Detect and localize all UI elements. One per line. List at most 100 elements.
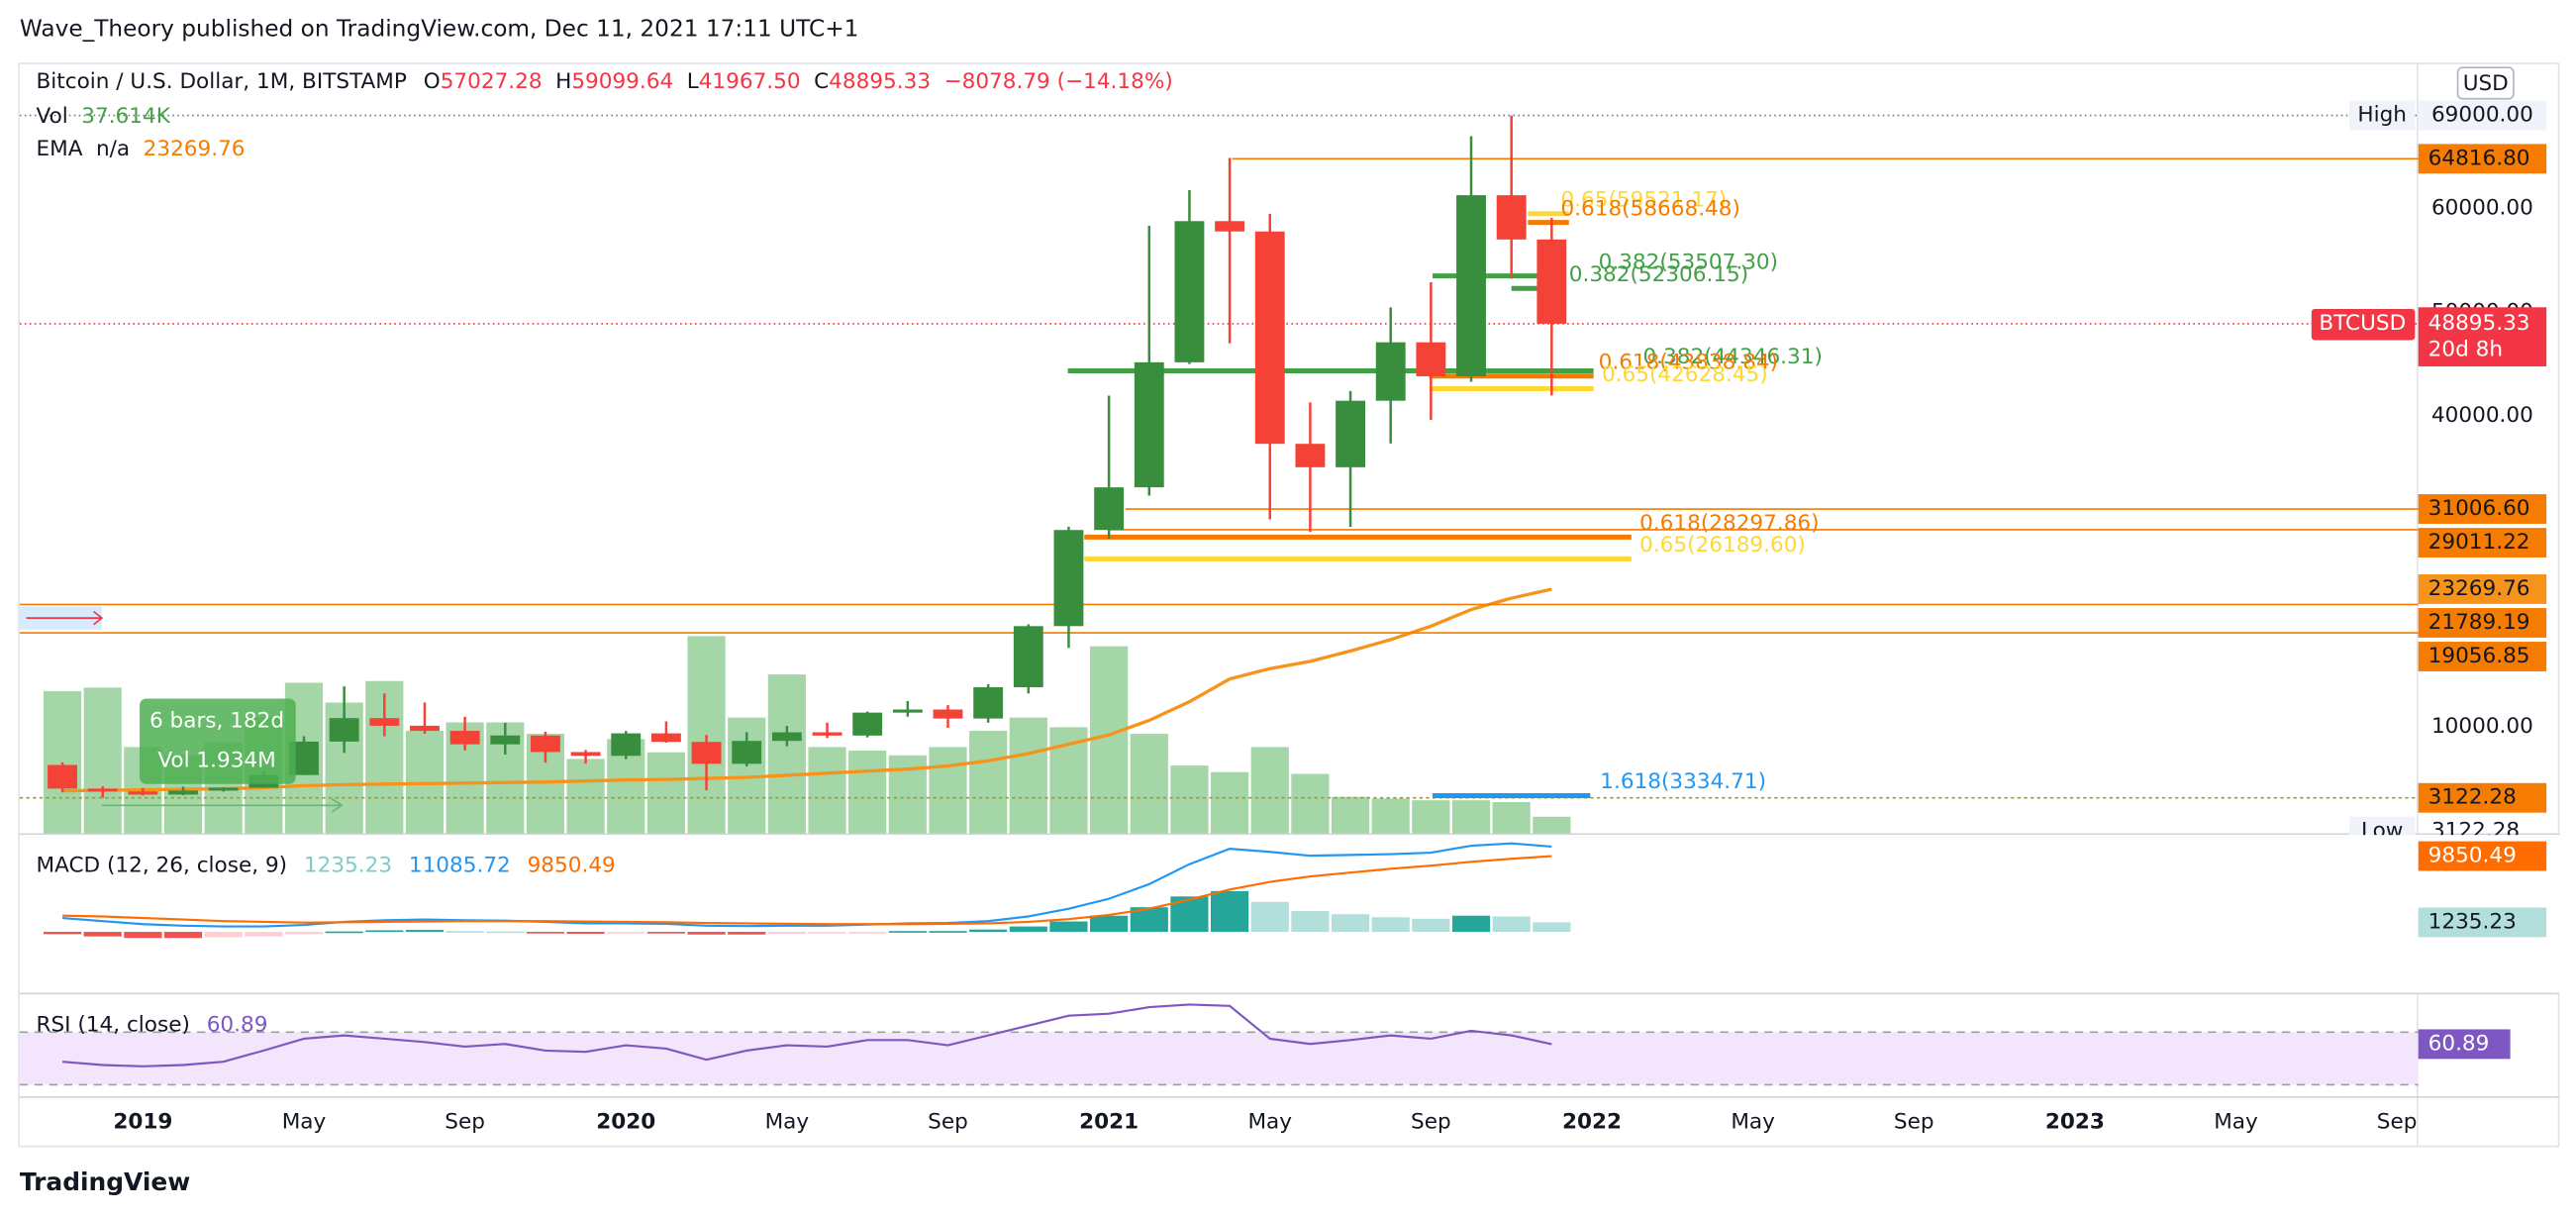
level-label: 31006.60 [2428, 496, 2530, 521]
legend-ema: EMA n/a 23269.76 [37, 137, 246, 161]
measure-arrow [101, 797, 344, 813]
volume-name: Vol [37, 104, 68, 129]
macd-histogram [1371, 917, 1410, 933]
macd-histogram [405, 930, 445, 933]
macd-histogram [1451, 915, 1491, 933]
volume-bar [848, 750, 887, 834]
level-label: 19056.85 [2428, 644, 2530, 668]
candle-body [1416, 342, 1446, 376]
axis-label-bg [2418, 144, 2547, 174]
macd-histogram [1211, 890, 1249, 933]
macd-histogram [446, 931, 484, 933]
candle-body [530, 735, 560, 753]
macd-histogram [83, 932, 122, 937]
y-tick-label: 40000.00 [2431, 403, 2533, 428]
x-tick-label: Sep [1411, 1110, 1451, 1135]
axis-label-bg [2418, 642, 2547, 671]
axis-label-bg [2418, 608, 2547, 638]
macd-histogram [969, 929, 1008, 933]
symbol-title: Bitcoin / U.S. Dollar, 1M, BITSTAMP [37, 69, 407, 94]
candle-body [570, 752, 601, 757]
macd-histogram [43, 932, 82, 935]
volume-bar [767, 674, 806, 834]
x-tick-label: Sep [928, 1110, 968, 1135]
x-tick-label: May [2214, 1110, 2258, 1135]
symbol-tag-text: BTCUSD [2319, 311, 2406, 336]
macd-histogram [1412, 918, 1450, 933]
publisher: Wave_Theory published on TradingView.com… [20, 16, 859, 43]
rsi-line [61, 1003, 1552, 1067]
macd-hist-value: 1235.23 [304, 854, 392, 878]
logo: TradingView [20, 1167, 190, 1196]
y-tick-label: 60000.00 [2431, 196, 2533, 221]
macd-signal-value: 9850.49 [528, 854, 616, 878]
fib-label: 0.65(42628.45) [1602, 362, 1768, 387]
rsi-value: 60.89 [207, 1013, 268, 1038]
candle-body [128, 791, 158, 795]
legend-macd: MACD (12, 26, close, 9) 1235.23 11085.72… [37, 854, 616, 878]
change: −8078.79 (−14.18%) [944, 69, 1173, 94]
x-tick-label: Sep [1894, 1110, 1934, 1135]
volume-bar [1009, 717, 1047, 834]
ohlc-value: 59099.64 [571, 69, 673, 94]
candle-body [771, 732, 802, 742]
x-tick-label: May [765, 1110, 810, 1135]
macd-histogram [163, 932, 203, 939]
macd-histogram [365, 930, 404, 933]
volume-value: 37.614K [81, 104, 170, 129]
ohlc-value: 57027.28 [441, 69, 543, 94]
high-label: 69000.00 [2431, 103, 2533, 128]
volume-bar [1090, 646, 1129, 834]
macd-value: 11085.72 [409, 854, 511, 878]
ohlc-prefix: L [687, 69, 699, 94]
candle-body [1215, 221, 1245, 232]
ohlc-value: 48895.33 [829, 69, 931, 94]
chart-frame [18, 62, 2560, 1148]
arrow [26, 610, 104, 626]
ohlc-prefix: H [555, 69, 571, 94]
macd-histogram [1533, 922, 1571, 933]
ohlc-value: 41967.50 [699, 69, 801, 94]
candle-body [1456, 195, 1486, 376]
fib-label: 0.618(28297.86) [1639, 511, 1819, 536]
level-label: 21789.19 [2428, 610, 2530, 635]
macd-histogram [1090, 915, 1129, 933]
volume-bar [929, 747, 967, 834]
candle-body [410, 725, 440, 732]
candle-body [168, 790, 198, 795]
volume-bar [1291, 773, 1330, 834]
volume-bar [1492, 801, 1531, 834]
x-tick-label: 2019 [113, 1110, 172, 1135]
hist-label: 1235.23 [2428, 909, 2517, 934]
currency-button[interactable] [2456, 66, 2515, 100]
time-axis: 2019 May Sep 2020 May Sep 2021 May Sep 2022 May Sep… [113, 1110, 2417, 1135]
candle-body [1375, 342, 1406, 401]
candle-body [490, 735, 521, 745]
ema-label: 23269.76 [2428, 576, 2530, 601]
volume-bar [566, 759, 605, 834]
macd-histogram [1250, 901, 1289, 933]
candle-body [48, 764, 77, 789]
macd-histogram [124, 932, 162, 939]
x-tick-label: May [1247, 1110, 1292, 1135]
rsi-band [19, 1032, 2419, 1085]
rsi-title: RSI (14, close) [37, 1013, 190, 1038]
currency[interactable]: USD [2463, 71, 2509, 96]
candle-body [1254, 231, 1285, 445]
ema-name: EMA [37, 137, 83, 161]
macd-title: MACD (12, 26, close, 9) [37, 854, 288, 878]
macd-histogram [486, 931, 525, 934]
macd-histogram [1331, 914, 1370, 933]
macd-histogram [1492, 916, 1531, 933]
candle-body [1336, 400, 1365, 467]
volume-bar [646, 752, 685, 834]
candle-body [449, 731, 480, 745]
candle-body [933, 709, 963, 719]
price-pane: 10000.0040000.0050000.0060000.000.65(595… [19, 100, 2547, 847]
axis-label-bg [2418, 841, 2547, 871]
candle-body [1094, 487, 1125, 531]
volume-bar [1130, 734, 1168, 834]
